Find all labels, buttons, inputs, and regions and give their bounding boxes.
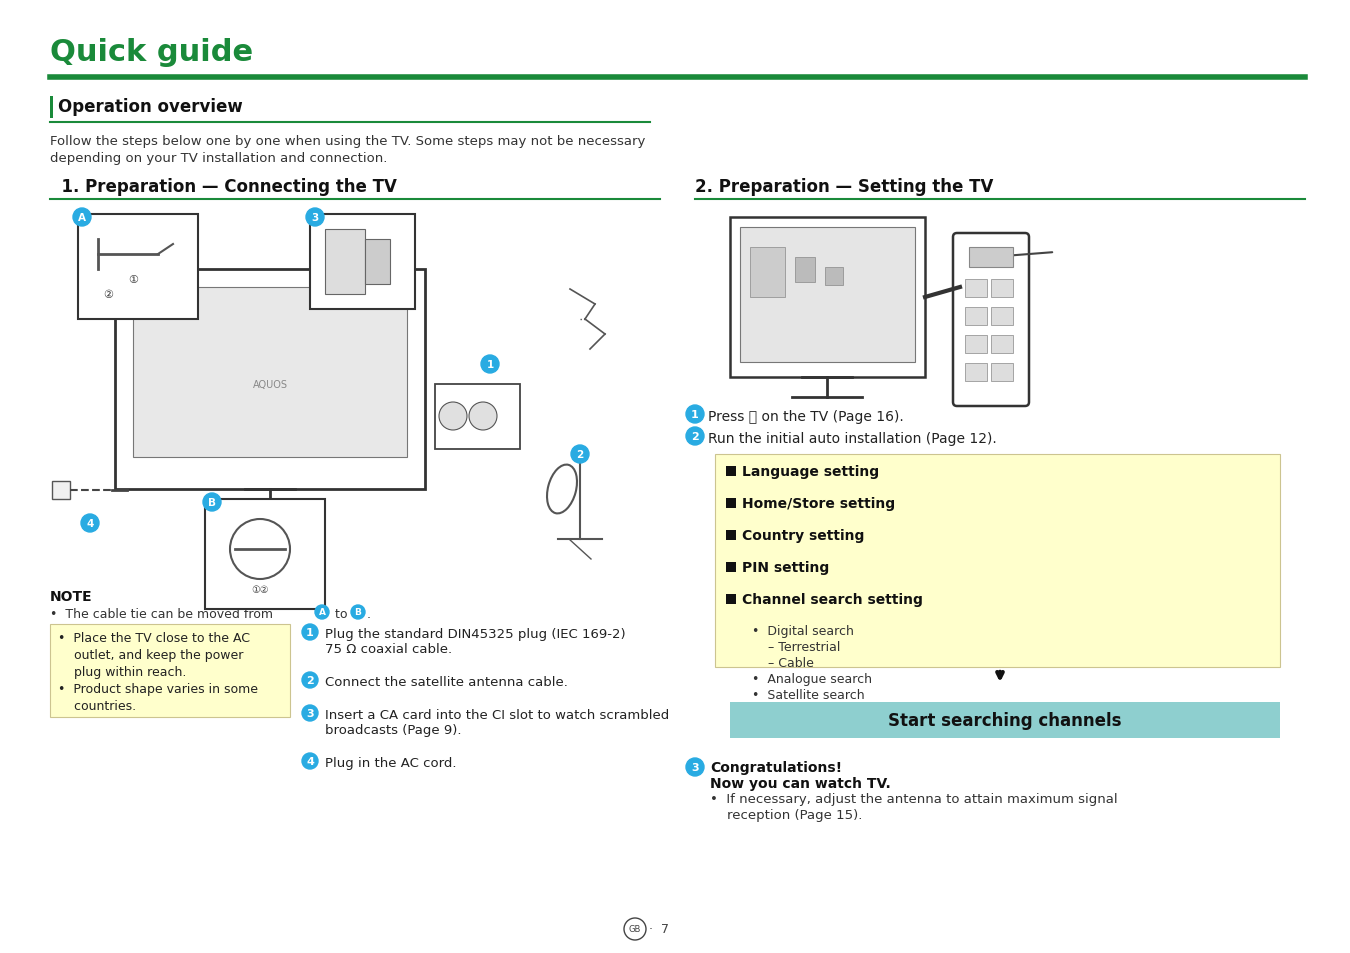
Text: reception (Page 15).: reception (Page 15). (710, 808, 863, 821)
Circle shape (202, 494, 221, 512)
FancyBboxPatch shape (953, 233, 1029, 407)
Text: to: to (331, 607, 351, 620)
Text: B: B (208, 497, 216, 507)
FancyBboxPatch shape (795, 257, 815, 283)
Circle shape (302, 705, 319, 721)
Text: NOTE: NOTE (50, 589, 93, 603)
Text: plug within reach.: plug within reach. (58, 665, 186, 679)
FancyBboxPatch shape (740, 228, 915, 363)
Text: Congratulations!: Congratulations! (710, 760, 842, 774)
FancyBboxPatch shape (991, 308, 1012, 326)
FancyBboxPatch shape (726, 595, 736, 604)
FancyBboxPatch shape (205, 499, 325, 609)
FancyBboxPatch shape (325, 230, 364, 294)
Text: ·  7: · 7 (649, 923, 670, 936)
Circle shape (302, 624, 319, 640)
Text: 3: 3 (306, 708, 313, 719)
Text: Press ⏻ on the TV (Page 16).: Press ⏻ on the TV (Page 16). (707, 410, 903, 423)
FancyBboxPatch shape (965, 280, 987, 297)
Text: ①②: ①② (251, 584, 269, 595)
Text: 2: 2 (576, 450, 583, 459)
Text: 1: 1 (486, 359, 494, 370)
Text: 2: 2 (691, 432, 699, 441)
FancyBboxPatch shape (969, 248, 1012, 268)
Text: 2. Preparation — Setting the TV: 2. Preparation — Setting the TV (695, 178, 994, 195)
FancyBboxPatch shape (751, 248, 784, 297)
Circle shape (302, 753, 319, 769)
FancyBboxPatch shape (965, 335, 987, 354)
FancyBboxPatch shape (78, 214, 198, 319)
FancyBboxPatch shape (991, 364, 1012, 381)
Circle shape (686, 428, 703, 446)
Circle shape (468, 402, 497, 431)
FancyBboxPatch shape (115, 270, 425, 490)
Circle shape (624, 918, 647, 940)
FancyBboxPatch shape (965, 364, 987, 381)
Text: Connect the satellite antenna cable.: Connect the satellite antenna cable. (325, 676, 568, 688)
FancyBboxPatch shape (435, 385, 520, 450)
Text: Country setting: Country setting (743, 529, 864, 542)
Circle shape (439, 402, 467, 431)
Circle shape (302, 672, 319, 688)
Text: •  Place the TV close to the AC: • Place the TV close to the AC (58, 631, 250, 644)
Text: ②: ② (103, 290, 113, 299)
FancyBboxPatch shape (965, 308, 987, 326)
Text: Plug the standard DIN45325 plug (IEC 169-2): Plug the standard DIN45325 plug (IEC 169… (325, 627, 625, 640)
Text: AQUOS: AQUOS (252, 379, 288, 390)
Text: 1. Preparation — Connecting the TV: 1. Preparation — Connecting the TV (50, 178, 397, 195)
FancyBboxPatch shape (53, 481, 70, 499)
Circle shape (315, 605, 329, 619)
Circle shape (306, 209, 324, 227)
Text: 4: 4 (306, 757, 315, 766)
FancyBboxPatch shape (50, 624, 290, 718)
Text: •  Satellite search: • Satellite search (752, 688, 864, 701)
Text: 75 Ω coaxial cable.: 75 Ω coaxial cable. (325, 642, 452, 656)
Circle shape (571, 446, 589, 463)
FancyBboxPatch shape (991, 335, 1012, 354)
Text: depending on your TV installation and connection.: depending on your TV installation and co… (50, 152, 387, 165)
Circle shape (230, 519, 290, 579)
FancyBboxPatch shape (716, 455, 1280, 667)
Text: Now you can watch TV.: Now you can watch TV. (710, 776, 891, 790)
Text: – Terrestrial: – Terrestrial (752, 640, 840, 654)
FancyBboxPatch shape (726, 498, 736, 509)
Text: PIN setting: PIN setting (743, 560, 829, 575)
Text: 3: 3 (691, 762, 699, 772)
Text: •  Digital search: • Digital search (752, 624, 853, 638)
Ellipse shape (547, 465, 576, 514)
Text: Plug in the AC cord.: Plug in the AC cord. (325, 757, 456, 769)
Text: Follow the steps below one by one when using the TV. Some steps may not be neces: Follow the steps below one by one when u… (50, 135, 645, 148)
Text: Operation overview: Operation overview (58, 98, 243, 116)
FancyBboxPatch shape (991, 280, 1012, 297)
FancyBboxPatch shape (134, 288, 406, 457)
Text: •  The cable tie can be moved from: • The cable tie can be moved from (50, 607, 277, 620)
FancyBboxPatch shape (310, 214, 414, 310)
Text: outlet, and keep the power: outlet, and keep the power (58, 648, 243, 661)
Circle shape (73, 209, 90, 227)
Circle shape (351, 605, 364, 619)
Text: Channel search setting: Channel search setting (743, 593, 923, 606)
Text: Home/Store setting: Home/Store setting (743, 497, 895, 511)
Text: 2: 2 (306, 676, 313, 685)
Text: Start searching channels: Start searching channels (888, 711, 1122, 729)
Circle shape (686, 406, 703, 423)
Text: •  Analogue search: • Analogue search (752, 672, 872, 685)
Text: •  Product shape varies in some: • Product shape varies in some (58, 682, 258, 696)
Text: Run the initial auto installation (Page 12).: Run the initial auto installation (Page … (707, 432, 996, 446)
FancyBboxPatch shape (50, 97, 53, 119)
Text: •  If necessary, adjust the antenna to attain maximum signal: • If necessary, adjust the antenna to at… (710, 792, 1118, 805)
Text: 4: 4 (86, 518, 93, 529)
Text: countries.: countries. (58, 700, 136, 712)
Circle shape (81, 515, 99, 533)
FancyBboxPatch shape (726, 562, 736, 573)
Text: B: B (355, 608, 362, 617)
Text: 3: 3 (312, 213, 319, 223)
Text: ①: ① (128, 274, 138, 285)
FancyBboxPatch shape (730, 702, 1280, 739)
FancyBboxPatch shape (364, 240, 390, 285)
FancyBboxPatch shape (825, 268, 842, 286)
Text: Insert a CA card into the CI slot to watch scrambled: Insert a CA card into the CI slot to wat… (325, 708, 670, 721)
Text: Quick guide: Quick guide (50, 38, 254, 67)
Text: 1: 1 (306, 627, 313, 638)
